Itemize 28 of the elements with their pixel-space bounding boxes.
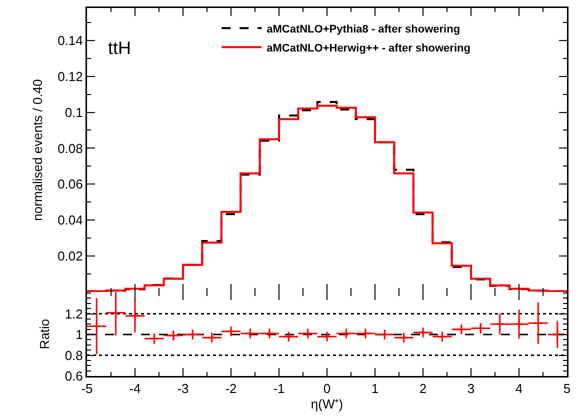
y-tick-label: 0.02 [58,248,83,264]
x-tick-label: 5 [563,381,571,396]
y-tick-label: 0.1 [64,104,83,120]
x-tick-label: 2 [419,381,427,396]
y-tick-label: 0.04 [58,212,83,228]
y-axis-title: Ratio [37,318,52,350]
x-tick-label: -1 [273,381,285,396]
y-tick-label: 0.06 [58,176,83,192]
x-tick-label: 0 [323,381,331,396]
y-tick-label: 0.14 [58,32,83,48]
x-tick-label: -4 [129,381,141,396]
x-tick-label: -3 [177,381,189,396]
y-tick-label: 0.12 [58,68,83,84]
legend-label: aMCatNLO+Herwig++ - after showering [266,42,470,54]
y-tick-label: 1.2 [64,306,83,322]
y-tick-label: 0.8 [64,348,83,363]
annotation: ttH [108,38,132,58]
x-tick-label: 1 [371,381,379,396]
x-tick-label: 4 [515,381,523,396]
x-tick-label: 3 [467,381,475,396]
y-tick-label: 1 [76,327,83,342]
y-tick-label: 0.6 [64,368,83,384]
y-axis-title: normalised events / 0.40 [30,79,45,221]
x-axis-title: η(W⁺) [310,396,344,412]
x-tick-label: -2 [225,381,237,396]
legend-label: aMCatNLO+Pythia8 - after showering [266,23,460,36]
y-tick-label: 0.08 [58,140,83,156]
x-tick-label: -5 [81,381,93,396]
